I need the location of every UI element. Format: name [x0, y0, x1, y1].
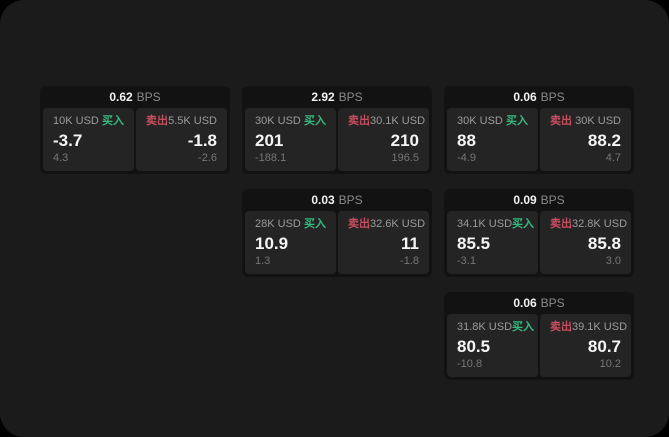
buy-size-label: 31.8K USD [457, 321, 513, 333]
buy-panel[interactable]: 10K USD 买入 -3.7 4.3 [43, 108, 134, 171]
bps-value: 0.62 [109, 90, 133, 104]
quote-card-5: 0.09 BPS 34.1K USD 买入 85.5 -3.1 卖出 32.8K… [444, 189, 634, 277]
buy-side-label: 买入 [506, 115, 528, 127]
sell-size-label: 30.1K USD [370, 115, 426, 127]
buy-panel[interactable]: 30K USD 买入 201 -188.1 [245, 108, 336, 171]
buy-panel[interactable]: 28K USD 买入 10.9 1.3 [245, 211, 336, 274]
sell-panel[interactable]: 卖出 30K USD 88.2 4.7 [540, 108, 631, 171]
buy-delta: 4.3 [53, 152, 69, 164]
sell-price: 88.2 [587, 130, 621, 150]
sell-price: 80.7 [587, 336, 621, 356]
sell-delta: 3.0 [605, 255, 621, 267]
buy-size-label: 30K USD [457, 115, 503, 127]
quote-panels: 34.1K USD 买入 85.5 -3.1 卖出 32.8K USD 85.8… [444, 211, 634, 277]
buy-size-label: 10K USD [53, 115, 99, 127]
bps-unit-label: BPS [540, 193, 565, 207]
bps-header: 0.06 BPS [444, 86, 634, 108]
buy-delta: -10.8 [457, 358, 483, 370]
quote-panels: 28K USD 买入 10.9 1.3 卖出 32.6K USD 11 -1.8 [242, 211, 432, 277]
sell-side-label: 卖出 [348, 115, 370, 127]
buy-price: 201 [255, 130, 284, 150]
buy-side-label: 买入 [304, 115, 326, 127]
bps-unit-label: BPS [136, 90, 161, 104]
sell-side-label: 卖出 [146, 115, 168, 127]
sell-price: -1.8 [187, 130, 217, 150]
buy-price: 85.5 [457, 233, 491, 253]
sell-delta: 4.7 [605, 152, 621, 164]
sell-side-label: 卖出 [550, 218, 572, 230]
bps-header: 2.92 BPS [242, 86, 432, 108]
sell-size-label: 30K USD [575, 115, 621, 127]
sell-delta: 10.2 [599, 358, 621, 370]
buy-size-label: 30K USD [255, 115, 301, 127]
buy-price: 88 [457, 130, 476, 150]
buy-price: 10.9 [255, 233, 289, 253]
sell-delta: 196.5 [391, 152, 419, 164]
sell-price: 85.8 [587, 233, 621, 253]
sell-panel[interactable]: 卖出 30.1K USD 210 196.5 [338, 108, 429, 171]
sell-panel[interactable]: 卖出 5.5K USD -1.8 -2.6 [136, 108, 227, 171]
sell-panel[interactable]: 卖出 39.1K USD 80.7 10.2 [540, 314, 631, 377]
sell-size-label: 32.6K USD [370, 218, 426, 230]
buy-size-label: 34.1K USD [457, 218, 513, 230]
quote-panels: 10K USD 买入 -3.7 4.3 卖出 5.5K USD -1.8 -2.… [40, 108, 230, 174]
sell-delta: -1.8 [400, 255, 419, 267]
sell-size-label: 39.1K USD [572, 321, 628, 333]
bps-header: 0.03 BPS [242, 189, 432, 211]
buy-price: -3.7 [53, 130, 83, 150]
bps-header: 0.09 BPS [444, 189, 634, 211]
buy-side-label: 买入 [512, 321, 535, 333]
buy-delta: -3.1 [457, 255, 476, 267]
bps-unit-label: BPS [338, 90, 363, 104]
quote-card-4: 0.03 BPS 28K USD 买入 10.9 1.3 卖出 32.6K US… [242, 189, 432, 277]
bps-value: 0.03 [311, 193, 335, 207]
bps-value: 2.92 [311, 90, 335, 104]
quote-cards-grid: 0.62 BPS 10K USD 买入 -3.7 4.3 卖出 5.5K USD [40, 86, 634, 380]
buy-side-label: 买入 [304, 218, 326, 230]
sell-side-label: 卖出 [550, 321, 572, 333]
sell-price: 210 [390, 130, 419, 150]
quote-card-6: 0.06 BPS 31.8K USD 买入 80.5 -10.8 卖出 39.1… [444, 292, 634, 380]
sell-delta: -2.6 [198, 152, 217, 164]
sell-size-label: 5.5K USD [168, 115, 217, 127]
sell-side-label: 卖出 [348, 218, 370, 230]
sell-panel[interactable]: 卖出 32.6K USD 11 -1.8 [338, 211, 429, 274]
buy-delta: -4.9 [457, 152, 476, 164]
buy-panel[interactable]: 30K USD 买入 88 -4.9 [447, 108, 538, 171]
sell-size-label: 32.8K USD [572, 218, 628, 230]
buy-side-label: 买入 [512, 218, 535, 230]
buy-side-label: 买入 [102, 115, 124, 127]
quote-card-1: 0.62 BPS 10K USD 买入 -3.7 4.3 卖出 5.5K USD [40, 86, 230, 174]
bps-value: 0.09 [513, 193, 537, 207]
bps-unit-label: BPS [338, 193, 363, 207]
quote-card-3: 0.06 BPS 30K USD 买入 88 -4.9 卖出 30K USD [444, 86, 634, 174]
quote-card-2: 2.92 BPS 30K USD 买入 201 -188.1 卖出 30.1K … [242, 86, 432, 174]
sell-price: 11 [401, 233, 419, 253]
buy-delta: 1.3 [255, 255, 271, 267]
bps-unit-label: BPS [540, 90, 565, 104]
buy-size-label: 28K USD [255, 218, 301, 230]
bps-header: 0.06 BPS [444, 292, 634, 314]
quote-panels: 31.8K USD 买入 80.5 -10.8 卖出 39.1K USD 80.… [444, 314, 634, 380]
buy-panel[interactable]: 31.8K USD 买入 80.5 -10.8 [447, 314, 538, 377]
quote-panels: 30K USD 买入 201 -188.1 卖出 30.1K USD 210 1… [242, 108, 432, 174]
bps-unit-label: BPS [540, 296, 565, 310]
buy-price: 80.5 [457, 336, 491, 356]
sell-side-label: 卖出 [550, 115, 572, 127]
bps-value: 0.06 [513, 296, 537, 310]
bps-header: 0.62 BPS [40, 86, 230, 108]
buy-delta: -188.1 [255, 152, 287, 164]
buy-panel[interactable]: 34.1K USD 买入 85.5 -3.1 [447, 211, 538, 274]
sell-panel[interactable]: 卖出 32.8K USD 85.8 3.0 [540, 211, 631, 274]
quote-panels: 30K USD 买入 88 -4.9 卖出 30K USD 88.2 4.7 [444, 108, 634, 174]
bps-value: 0.06 [513, 90, 537, 104]
